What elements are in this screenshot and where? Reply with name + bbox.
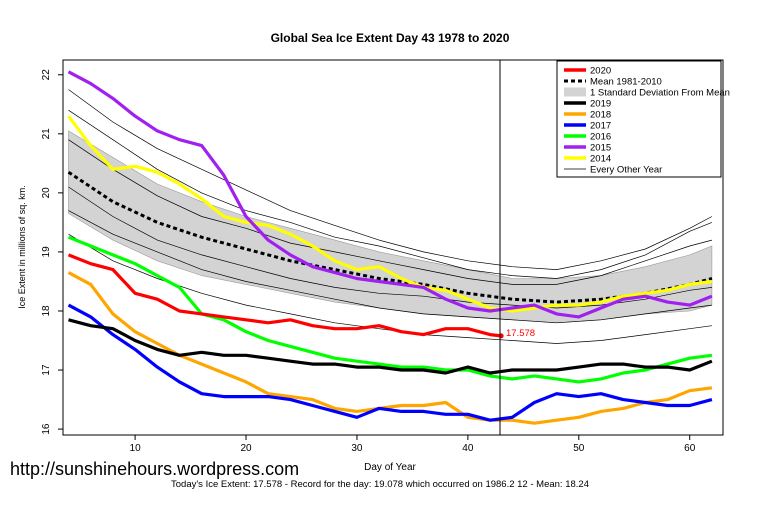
x-tick-label-50: 50 (573, 443, 585, 454)
legend-label-1-standard-deviation-from-mean: 1 Standard Deviation From Mean (590, 88, 730, 99)
y-tick-label-18: 18 (41, 305, 52, 317)
x-tick-label-30: 30 (351, 443, 363, 454)
y-axis: 16 17 18 19 20 21 22 (41, 69, 63, 435)
series-line-other-year-3 (68, 186, 712, 309)
legend-label-2014: 2014 (590, 154, 611, 165)
y-tick-label-22: 22 (41, 69, 52, 81)
summary-footnote: Today's Ice Extent: 17.578 - Record for … (171, 479, 589, 490)
legend-label-2015: 2015 (590, 143, 611, 154)
series-line-other-year-4 (68, 210, 712, 324)
y-tick-label-21: 21 (41, 128, 52, 140)
x-axis: 10 20 30 40 50 60 (130, 435, 696, 454)
series-line-2015 (67, 70, 713, 319)
highlight-years-layer (67, 70, 713, 425)
y-tick-label-20: 20 (41, 187, 52, 199)
series-line-2019 (68, 318, 713, 375)
x-tick-label-60: 60 (684, 443, 696, 454)
y-axis-label: Ice Extent in millions of sq. km. (17, 185, 27, 309)
legend-label-every-other-year: Every Other Year (590, 165, 662, 176)
series-line-2016 (67, 235, 713, 384)
legend-label-2020: 2020 (590, 66, 611, 77)
series-line-other-year-6 (68, 89, 713, 270)
series-line-other-year-1 (68, 109, 713, 279)
series-line-other-year-2 (68, 139, 712, 285)
y-tick-label-16: 16 (41, 423, 52, 435)
series-line-2014 (67, 115, 713, 313)
legend-label-2017: 2017 (590, 121, 611, 132)
legend-label-2018: 2018 (590, 110, 611, 121)
x-axis-label: Day of Year (364, 462, 416, 473)
x-tick-label-40: 40 (462, 443, 474, 454)
legend-swatch-1-standard-deviation-from-mean (564, 87, 586, 97)
y-tick-label-17: 17 (41, 364, 52, 376)
x-tick-label-10: 10 (130, 443, 142, 454)
series-line-2017 (67, 303, 713, 422)
chart-title: Global Sea Ice Extent Day 43 1978 to 202… (271, 31, 510, 45)
current-value-point (498, 333, 504, 339)
legend-label-mean-1981-2010: Mean 1981-2010 (590, 77, 662, 88)
legend-label-2019: 2019 (590, 99, 611, 110)
current-value-label: 17.578 (506, 328, 535, 339)
series-line-2020 (67, 253, 502, 338)
y-tick-label-19: 19 (41, 246, 52, 258)
x-tick-label-20: 20 (240, 443, 252, 454)
watermark-url: http://sunshinehours.wordpress.com (10, 459, 300, 479)
legend-label-2016: 2016 (590, 132, 611, 143)
